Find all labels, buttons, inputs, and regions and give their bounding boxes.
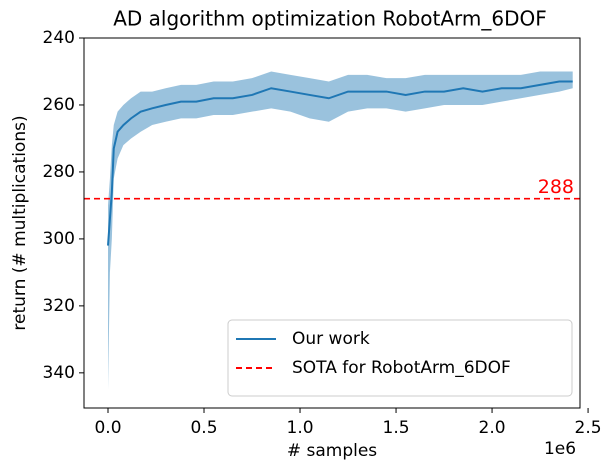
legend-box <box>227 319 573 397</box>
x-tick-label: 2.0 <box>479 418 506 438</box>
x-axis-label: # samples <box>287 441 377 461</box>
y-tick-label: 240 <box>43 28 75 48</box>
x-tick-label: 1.0 <box>287 418 314 438</box>
x-tick-label: 1.5 <box>383 418 410 438</box>
x-tick-label: 2.5 <box>575 418 602 438</box>
legend-label: SOTA for RobotArm_6DOF <box>292 358 511 378</box>
y-tick-label: 320 <box>43 296 75 316</box>
x-tick-label: 0.0 <box>94 418 121 438</box>
y-axis-label: return (# multiplications) <box>10 115 30 330</box>
y-tick-label: 340 <box>43 363 75 383</box>
chart-title: AD algorithm optimization RobotArm_6DOF <box>113 7 547 31</box>
confidence-band <box>108 71 573 390</box>
x-offset-label: 1e6 <box>544 439 576 459</box>
reference-label: 288 <box>538 176 574 198</box>
y-tick-label: 300 <box>43 229 75 249</box>
line <box>107 80 573 246</box>
plot-frame <box>83 37 581 409</box>
x-tick-label: 0.5 <box>190 418 217 438</box>
legend-label: Our work <box>292 329 370 349</box>
y-tick-label: 260 <box>43 95 75 115</box>
y-tick-label: 280 <box>43 162 75 182</box>
